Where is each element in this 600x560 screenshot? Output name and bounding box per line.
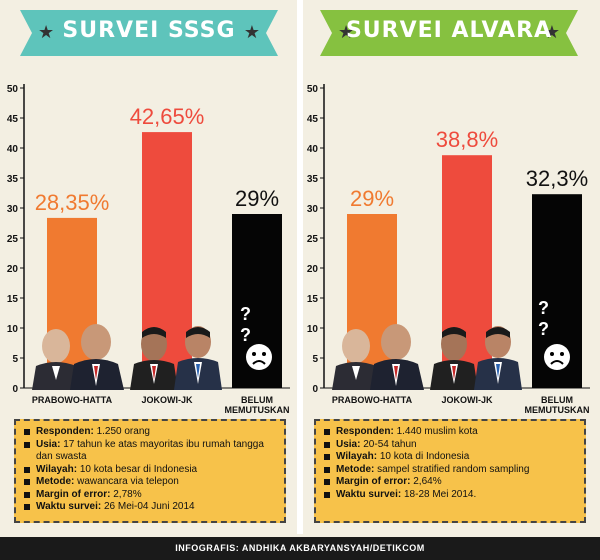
banner-ribbon bbox=[20, 10, 278, 56]
panel-title: SURVEI ALVARA bbox=[345, 18, 553, 43]
data-label: 29% bbox=[350, 186, 394, 211]
bar-chart-sssg: 0 5 10 15 20 25 30 35 40 45 50 28,35% PRABOWO-HATTA 4… bbox=[7, 84, 290, 415]
undecided-graphic: ? ? bbox=[234, 304, 284, 384]
y-tick-label: 0 bbox=[12, 384, 18, 395]
y-tick-label: 30 bbox=[307, 204, 319, 215]
y-tick-label: 15 bbox=[7, 294, 19, 305]
question-marks: ? ? bbox=[240, 304, 257, 345]
info-usia: Usia: 17 tahun ke atas mayoritas ibu rum… bbox=[24, 439, 278, 464]
info-metode: Metode: sampel stratified random samplin… bbox=[324, 464, 578, 477]
category-label: PRABOWO-HATTA bbox=[32, 395, 113, 405]
y-tick-label: 45 bbox=[307, 114, 319, 125]
category-label: JOKOWI-JK bbox=[441, 395, 493, 405]
footer-credit: INFOGRAFIS: ANDHIKA AKBARYANSYAH/DETIKCO… bbox=[0, 537, 600, 560]
y-tick-label: 25 bbox=[7, 234, 19, 245]
y-tick-label: 35 bbox=[7, 174, 19, 185]
candidate-photo-jokowi-jk bbox=[130, 326, 222, 390]
info-responden: Responden: 1.250 orang bbox=[24, 426, 278, 439]
banner-ribbon bbox=[320, 10, 578, 56]
data-label: 29% bbox=[235, 186, 279, 211]
y-tick-label: 45 bbox=[7, 114, 19, 125]
info-metode: Metode: wawancara via telepon bbox=[24, 476, 278, 489]
y-tick-label: 10 bbox=[307, 324, 319, 335]
panel-title: SURVEI SSSG bbox=[62, 18, 236, 43]
candidate-photo-prabowo-hatta bbox=[32, 324, 124, 390]
info-wilayah: Wilayah: 10 kota besar di Indonesia bbox=[24, 464, 278, 477]
info-waktu: Waktu survei: 18-28 Mei 2014. bbox=[324, 489, 578, 502]
y-tick-label: 50 bbox=[7, 84, 19, 95]
y-tick-label: 20 bbox=[307, 264, 319, 275]
y-tick-label: 25 bbox=[307, 234, 319, 245]
bar-chart-alvara: 0 5 10 15 20 25 30 35 40 45 50 29% PRABOWO-HATTA 38,8… bbox=[307, 84, 590, 415]
category-label: PRABOWO-HATTA bbox=[332, 395, 413, 405]
category-label: BELUM bbox=[241, 395, 273, 405]
y-tick-label: 20 bbox=[7, 264, 19, 275]
info-margin: Margin of error: 2,78% bbox=[24, 489, 278, 502]
category-label: MEMUTUSKAN bbox=[525, 405, 590, 415]
y-tick-label: 35 bbox=[307, 174, 319, 185]
panel-divider bbox=[297, 0, 303, 534]
banner-alvara: ★ ★ SURVEI ALVARA bbox=[320, 10, 578, 56]
y-tick-label: 0 bbox=[312, 384, 318, 395]
panel-sssg: ★ ★ SURVEI SSSG 0 5 10 15 20 25 30 35 40 45 50 28,3… bbox=[0, 0, 300, 534]
info-waktu: Waktu survei: 26 Mei-04 Juni 2014 bbox=[24, 501, 278, 514]
category-label: MEMUTUSKAN bbox=[225, 405, 290, 415]
info-responden: Responden: 1.440 muslim kota bbox=[324, 426, 578, 439]
y-tick-label: 40 bbox=[307, 144, 319, 155]
worried-face-icon bbox=[544, 344, 570, 370]
y-tick-label: 50 bbox=[307, 84, 319, 95]
category-label: BELUM bbox=[541, 395, 573, 405]
data-label: 28,35% bbox=[35, 190, 110, 215]
star-icon: ★ bbox=[543, 22, 560, 42]
y-tick-label: 5 bbox=[12, 354, 18, 365]
undecided-graphic: ? ? bbox=[532, 298, 582, 384]
panel-alvara: ★ ★ SURVEI ALVARA 0 5 10 15 20 25 30 35 40 45 50 29… bbox=[300, 0, 600, 534]
category-label: JOKOWI-JK bbox=[141, 395, 193, 405]
y-tick-label: 10 bbox=[7, 324, 19, 335]
data-label: 32,3% bbox=[526, 166, 588, 191]
worried-face-icon bbox=[246, 344, 272, 370]
y-tick-label: 5 bbox=[312, 354, 318, 365]
survey-info-box: Responden: 1.250 orang Usia: 17 tahun ke… bbox=[14, 419, 286, 523]
star-icon: ★ bbox=[38, 22, 55, 42]
y-tick-label: 30 bbox=[7, 204, 19, 215]
survey-info-box: Responden: 1.440 muslim kota Usia: 20-54… bbox=[314, 419, 586, 523]
banner-sssg: ★ ★ SURVEI SSSG bbox=[20, 10, 278, 56]
info-usia: Usia: 20-54 tahun bbox=[324, 439, 578, 452]
data-label: 38,8% bbox=[436, 127, 498, 152]
star-icon: ★ bbox=[338, 22, 355, 42]
y-tick-label: 15 bbox=[307, 294, 319, 305]
candidate-photo-prabowo-hatta bbox=[332, 324, 424, 390]
question-marks: ? ? bbox=[538, 298, 555, 339]
info-margin: Margin of error: 2,64% bbox=[324, 476, 578, 489]
candidate-photo-jokowi-jk bbox=[430, 326, 522, 390]
info-wilayah: Wilayah: 10 kota di Indonesia bbox=[324, 451, 578, 464]
star-icon: ★ bbox=[243, 22, 260, 42]
data-label: 42,65% bbox=[130, 104, 205, 129]
y-tick-label: 40 bbox=[7, 144, 19, 155]
